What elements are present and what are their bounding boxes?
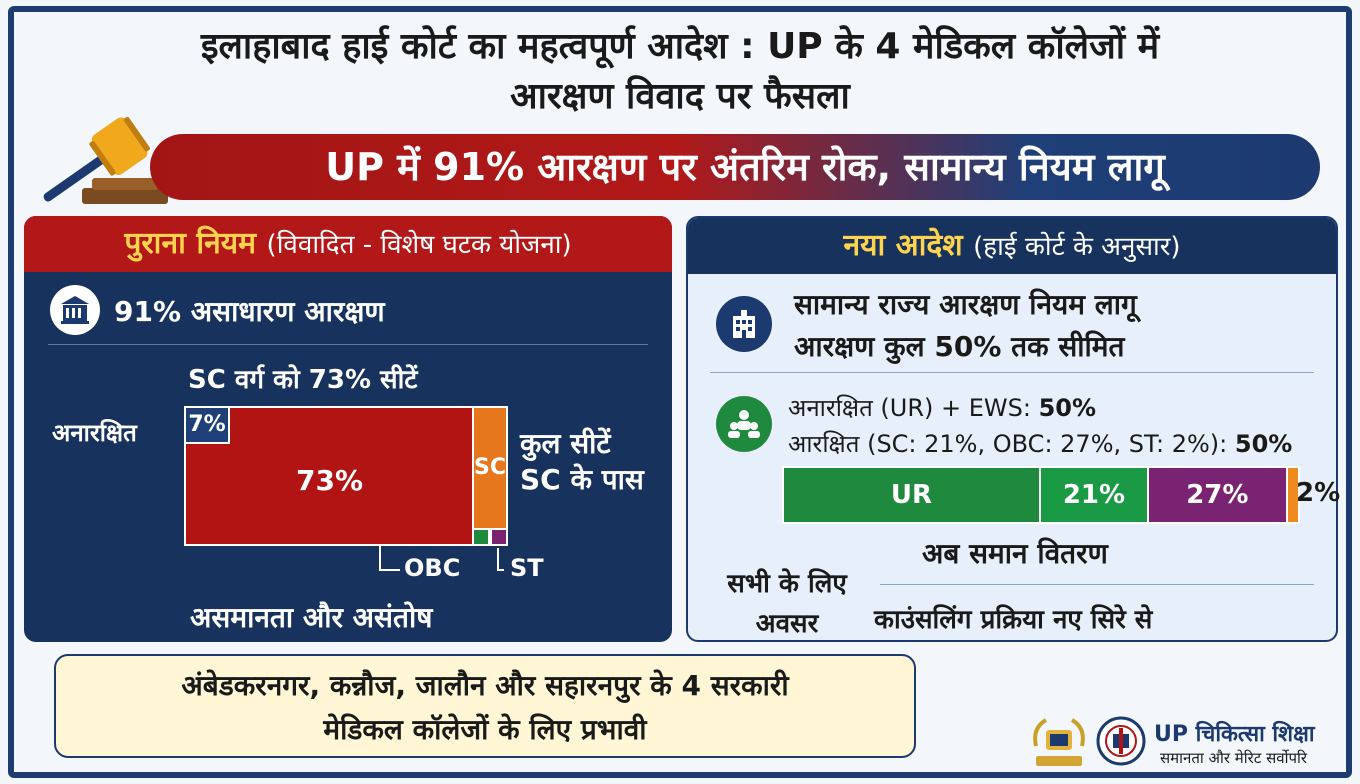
stack-segment-0: UR [784,468,1041,522]
old-rule-heading: पुराना नियम (विवादित - विशेष घटक योजना) [24,216,672,272]
equal-distribution: अब समान वितरण [922,537,1108,570]
stack-segment-2: 27% [1148,468,1288,522]
title-line-2: आरक्षण विवाद पर फैसला [510,76,850,117]
note-line-1: अंबेडकरनगर, कन्नौज, जालौन और सहारनपुर के… [181,669,789,702]
sc-side-tag: SC [474,455,506,480]
sc-side-block: SC [472,406,508,530]
divider [48,344,648,345]
counselling-text: काउंसलिंग प्रक्रिया नए सिरे से [874,605,1153,635]
gavel-icon [43,116,168,204]
note-line-2: मेडिकल कॉलेजों के लिए प्रभावी [323,713,647,746]
unreserved-pct-label: 7% [188,412,226,437]
divider [880,584,1314,585]
brand-name: UP चिकित्सा शिक्षा [1154,722,1315,747]
brand-tagline: समानता और मेरिट सर्वोपरि [1160,749,1307,767]
distribution-2-prefix: आरक्षित (SC: 21%, OBC: 27%, ST: 2%): [788,430,1235,458]
obc-tag: OBC [404,554,461,582]
new-order-subtitle: (हाई कोर्ट के अनुसार) [973,232,1181,262]
st-share-label: 2% [1296,478,1341,508]
st-tag: ST [510,554,544,582]
title-line-1: इलाहाबाद हाई कोर्ट का महत्वपूर्ण आदेश : … [200,26,1160,67]
divider [710,372,1314,373]
new-order-panel: नया आदेश (हाई कोर्ट के अनुसार) [686,216,1338,642]
headline-banner: UP में 91% आरक्षण पर अंतरिम रोक, सामान्य… [150,134,1320,200]
old-rule-subtitle: (विवादित - विशेष घटक योजना) [266,230,572,260]
stack-segment-1: 21% [1041,468,1149,522]
distribution-lines: अनारक्षित (UR) + EWS: 50% आरक्षित (SC: 2… [788,390,1292,462]
page-title: इलाहाबाद हाई कोर्ट का महत्वपूर्ण आदेश : … [20,22,1340,122]
old-rule-headline: 91% असाधारण आरक्षण [114,295,385,328]
unreserved-label: अनारक्षित [52,419,137,447]
hospital-icon [716,296,772,352]
opportunity-text: सभी के लिए अवसर [712,564,862,644]
reservation-stack-bar: UR 21% 27% [782,466,1300,524]
distribution-line-2: आरक्षित (SC: 21%, OBC: 27%, ST: 2%): 50% [788,426,1292,462]
new-order-title: नया आदेश [843,228,963,263]
obc-st-leader-lines [379,546,504,571]
old-rule-footer: असमानता और असंतोष [190,601,433,634]
side-note-line-1: कुल सीटें [520,427,611,460]
people-icon [716,396,772,452]
side-note: कुल सीटें SC के पास [520,426,644,498]
opportunity-line-2: अवसर [755,609,819,639]
side-note-line-2: SC के पास [520,463,644,496]
brand-block: UP चिकित्सा शिक्षा समानता और मेरिट सर्वो… [1030,712,1340,772]
sc-caption: SC वर्ग को 73% सीटें [188,365,418,395]
building-icon [50,285,100,335]
effective-note: अंबेडकरनगर, कन्नौज, जालौन और सहारनपुर के… [54,654,916,758]
stack-segment-3 [1287,468,1298,522]
emblem-icon [1033,718,1085,766]
sc-pct: 73% [296,464,364,497]
obc-block [472,528,490,546]
opportunity-line-1: सभी के लिए [727,569,847,599]
old-rule-title: पुराना नियम [124,226,257,261]
sc-block [184,406,474,546]
unreserved-block-overlay: 7% [184,406,230,444]
distribution-line-1: अनारक्षित (UR) + EWS: 50% [788,390,1292,426]
distribution-2-value: 50% [1234,430,1293,458]
distribution-1-value: 50% [1038,394,1097,422]
new-order-line-2: आरक्षण कुल 50% तक सीमित [794,330,1125,363]
new-order-rules: सामान्य राज्य आरक्षण नियम लागू आरक्षण कु… [794,284,1137,368]
distribution-1-prefix: अनारक्षित (UR) + EWS: [788,394,1039,422]
st-block [490,528,508,546]
new-order-heading: नया आदेश (हाई कोर्ट के अनुसार) [688,218,1336,274]
new-order-line-1: सामान्य राज्य आरक्षण नियम लागू [794,288,1137,321]
logo-icon [1096,716,1146,766]
